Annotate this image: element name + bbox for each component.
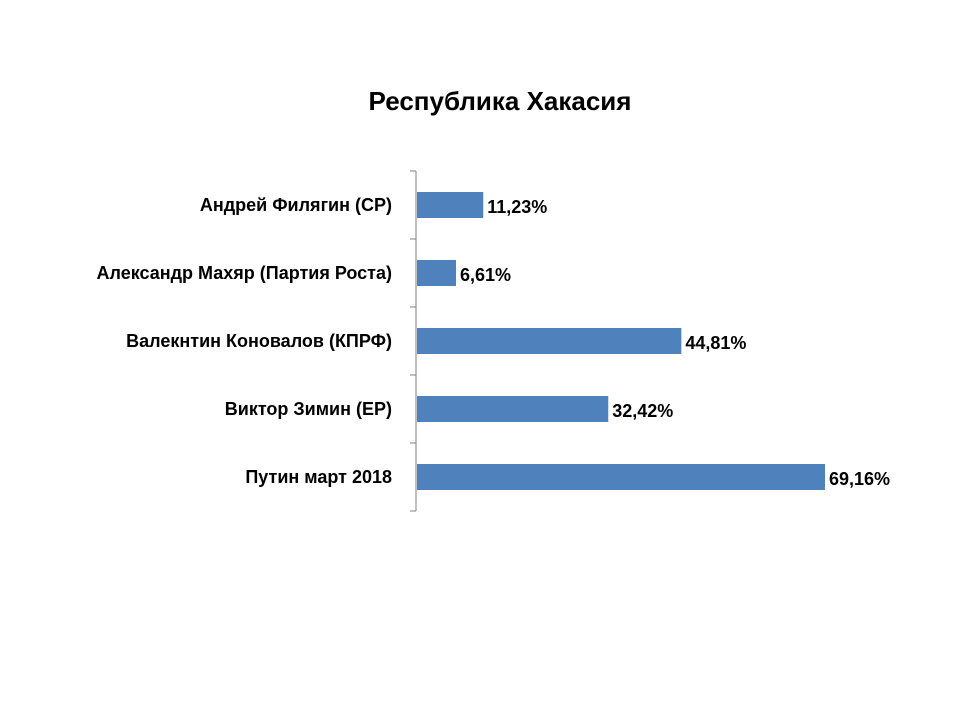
bar [417,396,609,422]
bar [417,260,456,286]
bar [417,192,484,218]
chart-title: Республика Хакасия [368,86,632,116]
category-label: Александр Махяр (Партия Роста) [97,263,392,283]
category-label: Андрей Филягин (СР) [200,195,392,215]
category-axis [410,170,417,512]
category-label: Валекнтин Коновалов (КПРФ) [126,331,392,351]
data-label: 11,23% [487,197,547,217]
data-label: 44,81% [685,333,746,353]
bar [417,464,825,490]
category-label: Виктор Зимин (ЕР) [225,399,392,419]
data-label: 32,42% [612,401,673,421]
category-label: Путин март 2018 [245,467,392,487]
labels-layer: Андрей Филягин (СР) 11,23% Александр Махяр… [97,195,891,489]
bar [417,328,682,354]
data-label: 69,16% [829,469,890,489]
bars-layer [417,192,825,490]
data-label: 6,61% [460,265,511,285]
